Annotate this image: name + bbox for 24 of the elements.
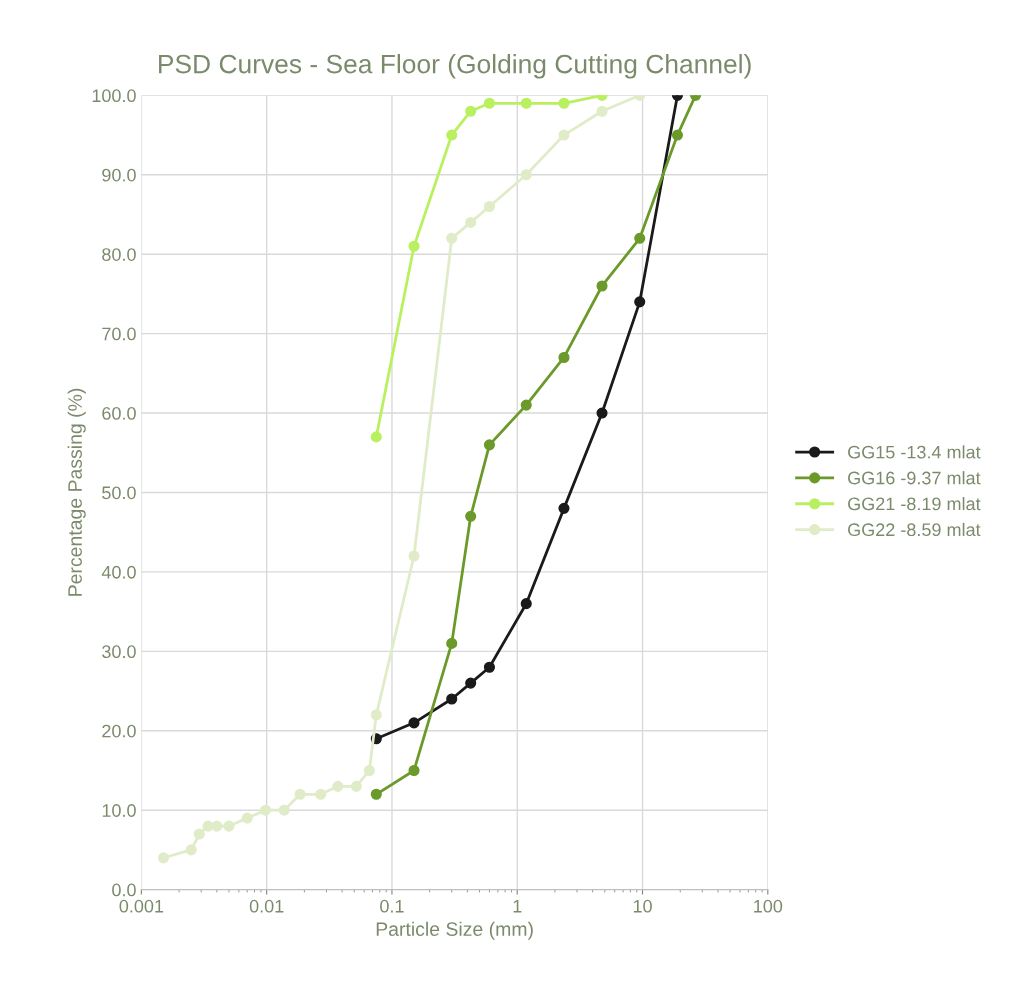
y-tick-label: 0.0: [112, 883, 136, 897]
y-tick-label: 10.0: [102, 804, 136, 817]
legend-label: GG22 -8.59 mlat: [848, 522, 981, 537]
y-tick-label: 70.0: [102, 327, 136, 341]
legend-label: GG16 -9.37 mlat: [848, 471, 981, 485]
y-tick-label: 90.0: [102, 168, 136, 182]
chart-title: PSD Curves - Sea Floor (Golding Cutting Channel): [159, 54, 751, 79]
legend-label: GG15 -13.4 mlat: [848, 445, 981, 459]
y-tick-label: 100.0: [92, 89, 136, 103]
y-tick-label: 40.0: [101, 565, 136, 579]
x-tick-label: 0.01: [249, 899, 284, 913]
y-axis-title: Percentage Passing (%): [67, 388, 86, 596]
x-tick-label: 100: [754, 899, 783, 913]
y-tick-label: 80.0: [102, 248, 136, 261]
y-tick-label: 60.0: [102, 406, 136, 420]
x-tick-label: 0.1: [380, 899, 404, 913]
y-tick-label: 30.0: [102, 645, 136, 659]
x-tick-label: 1: [513, 900, 522, 913]
x-tick-label: 0.001: [119, 899, 164, 913]
x-axis-title: Particle Size (mm): [376, 921, 533, 940]
y-tick-label: 20.0: [102, 724, 136, 738]
x-tick-label: 10: [633, 899, 652, 913]
y-tick-label: 50.0: [102, 486, 136, 500]
legend-label: GG21 -8.19 mlat: [848, 497, 981, 511]
